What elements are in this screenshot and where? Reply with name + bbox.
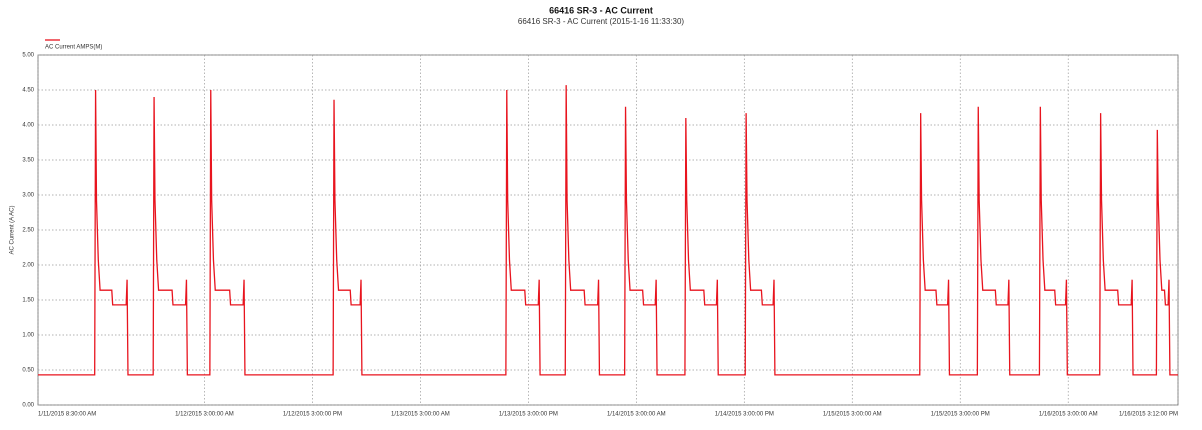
x-tick-label: 1/14/2015 3:00:00 AM — [607, 412, 666, 418]
y-tick-label: 3.50 — [22, 158, 34, 164]
y-tick-label: 2.50 — [22, 228, 34, 234]
x-tick-label: 1/15/2015 3:00:00 PM — [931, 412, 990, 418]
x-tick-label: 1/14/2015 3:00:00 PM — [715, 412, 774, 418]
legend-label: AC Current AMPS(M) — [45, 45, 102, 51]
x-tick-label: 1/13/2015 3:00:00 PM — [499, 412, 558, 418]
data-line — [38, 85, 1178, 376]
chart-title: 66416 SR-3 - AC Current — [549, 5, 653, 15]
y-tick-label: 1.50 — [22, 298, 34, 304]
x-tick-label: 1/16/2015 3:12:00 PM — [1119, 412, 1178, 418]
x-tick-label: 1/11/2015 8:30:00 AM — [38, 412, 96, 418]
x-tick-label: 1/15/2015 3:00:00 AM — [823, 412, 882, 418]
x-tick-label: 1/12/2015 3:00:00 PM — [283, 412, 342, 418]
chart-subtitle: 66416 SR-3 - AC Current (2015-1-16 11:33… — [518, 17, 685, 26]
y-tick-label: 0.00 — [22, 403, 34, 409]
x-tick-label: 1/12/2015 3:00:00 AM — [175, 412, 234, 418]
plot-area — [37, 54, 1179, 406]
y-tick-label: 0.50 — [22, 368, 34, 374]
y-tick-label: 5.00 — [22, 53, 34, 59]
y-axis-label: AC Current (A AC) — [10, 205, 16, 254]
x-tick-label: 1/16/2015 3:00:00 AM — [1039, 412, 1098, 418]
y-tick-label: 2.00 — [22, 263, 34, 269]
y-tick-label: 4.00 — [22, 123, 34, 129]
x-tick-label: 1/13/2015 3:00:00 AM — [391, 412, 450, 418]
y-tick-label: 1.00 — [22, 333, 34, 339]
y-tick-label: 4.50 — [22, 88, 34, 94]
y-tick-label: 3.00 — [22, 193, 34, 199]
